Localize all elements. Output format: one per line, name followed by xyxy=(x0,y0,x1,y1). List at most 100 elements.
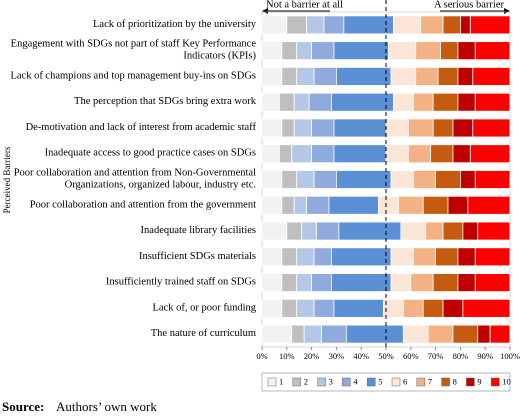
category-label: De-motivation and lack of interest from … xyxy=(26,122,257,133)
bar-segment xyxy=(308,92,332,112)
bar-segment xyxy=(430,144,454,164)
bar-segment xyxy=(474,41,511,61)
bar-segment xyxy=(457,247,476,267)
category-label: Inadequate access to good practice cases… xyxy=(45,148,256,159)
bar-segment xyxy=(296,273,313,292)
bar-segment xyxy=(452,324,479,344)
bar-segment xyxy=(278,92,295,112)
bar-segment xyxy=(425,221,444,241)
bar-segment xyxy=(296,247,315,267)
bar-segment xyxy=(402,298,424,318)
bar-segment xyxy=(261,15,288,35)
bar-segment xyxy=(338,221,402,241)
bar-segment xyxy=(261,195,283,215)
bar-segment xyxy=(393,15,422,35)
category-label: Engagement with SDGs not part of staff K… xyxy=(11,39,257,62)
legend-swatch xyxy=(441,377,450,387)
bar-segment xyxy=(293,92,310,112)
bar-segment xyxy=(311,144,335,164)
bar-segment xyxy=(410,273,434,292)
bar-segment xyxy=(306,195,330,215)
category-label: Insufficiently trained staff on SDGs xyxy=(106,277,256,288)
bar-segment xyxy=(281,273,298,292)
bar-segment xyxy=(261,247,283,267)
bar-segment xyxy=(420,15,444,35)
bar-segment xyxy=(402,324,429,344)
bar-segment xyxy=(457,92,476,112)
bar-segment xyxy=(286,15,308,35)
bar-segment xyxy=(393,92,414,112)
legend-label: 9 xyxy=(477,376,481,386)
x-tick-label: 100% xyxy=(500,351,520,361)
legend-label: 1 xyxy=(279,376,283,386)
bar-segment xyxy=(422,195,449,215)
bar-segment xyxy=(440,41,459,61)
bar-segment xyxy=(412,170,436,189)
bar-segment xyxy=(311,41,335,61)
bar-segment xyxy=(385,118,409,138)
legend-swatch xyxy=(317,377,326,387)
bar-segment xyxy=(296,67,315,86)
bar-segment xyxy=(335,67,392,86)
x-tick-label: 0% xyxy=(256,351,267,361)
bar-segment xyxy=(459,15,471,35)
legend-swatch xyxy=(366,377,376,387)
bar-segment xyxy=(435,247,459,267)
bar-segment xyxy=(313,298,335,318)
legend-swatch xyxy=(391,377,401,387)
bar-segment xyxy=(467,195,511,215)
y-axis-label: Perceived Barriers xyxy=(2,146,12,213)
legend-swatch xyxy=(490,377,500,387)
right-annotation: A serious barrier xyxy=(434,0,504,10)
bar-segment xyxy=(261,41,283,61)
bar-segment xyxy=(261,324,293,344)
bar-segment xyxy=(489,324,511,344)
bar-segment xyxy=(447,195,469,215)
x-tick-label: 40% xyxy=(353,351,369,361)
bar-segment xyxy=(388,41,417,61)
category-label: Lack of prioritization by the university xyxy=(93,19,257,30)
bar-segment xyxy=(296,41,313,61)
legend-label: 10 xyxy=(502,376,511,386)
bar-segment xyxy=(313,67,337,86)
bar-segment xyxy=(474,273,511,292)
legend-label: 3 xyxy=(329,376,333,386)
bar-segment xyxy=(472,118,511,138)
bar-segment xyxy=(442,15,461,35)
category-label: Lack of champions and top management buy… xyxy=(10,71,256,82)
x-tick-label: 20% xyxy=(304,351,320,361)
legend-swatch xyxy=(292,377,302,387)
legend-swatch xyxy=(342,377,351,387)
bar-segment xyxy=(452,118,474,138)
category-label: The perception that SDGs bring extra wor… xyxy=(74,97,257,108)
category-label: The nature of curriculum xyxy=(151,329,256,340)
bar-segment xyxy=(261,67,283,86)
bar-segment xyxy=(261,170,283,189)
legend-label: 7 xyxy=(428,376,432,386)
bar-segment xyxy=(469,15,511,35)
bar-segment xyxy=(281,67,298,86)
bar-segment xyxy=(474,170,511,189)
bar-segment xyxy=(459,170,476,189)
legend-label: 5 xyxy=(378,376,382,386)
bar-segment xyxy=(313,247,332,267)
x-tick-label: 70% xyxy=(428,351,444,361)
legend-frame xyxy=(261,372,511,392)
bar-segment xyxy=(432,118,454,138)
bar-segment xyxy=(457,273,476,292)
bar-segment xyxy=(278,144,293,164)
source-label: Source: xyxy=(2,399,44,414)
legend-label: 4 xyxy=(353,376,358,386)
bar-segment xyxy=(291,144,313,164)
bar-segment xyxy=(462,298,511,318)
bar-segment xyxy=(474,247,511,267)
bar-segment xyxy=(333,41,389,61)
legend-label: 8 xyxy=(453,376,457,386)
bar-segment xyxy=(469,144,511,164)
x-tick-label: 60% xyxy=(403,351,419,361)
bar-segment xyxy=(407,144,432,164)
bar-segment xyxy=(281,247,298,267)
bar-segment xyxy=(432,273,459,292)
bar-segment xyxy=(474,92,511,112)
bar-segment xyxy=(261,92,280,112)
